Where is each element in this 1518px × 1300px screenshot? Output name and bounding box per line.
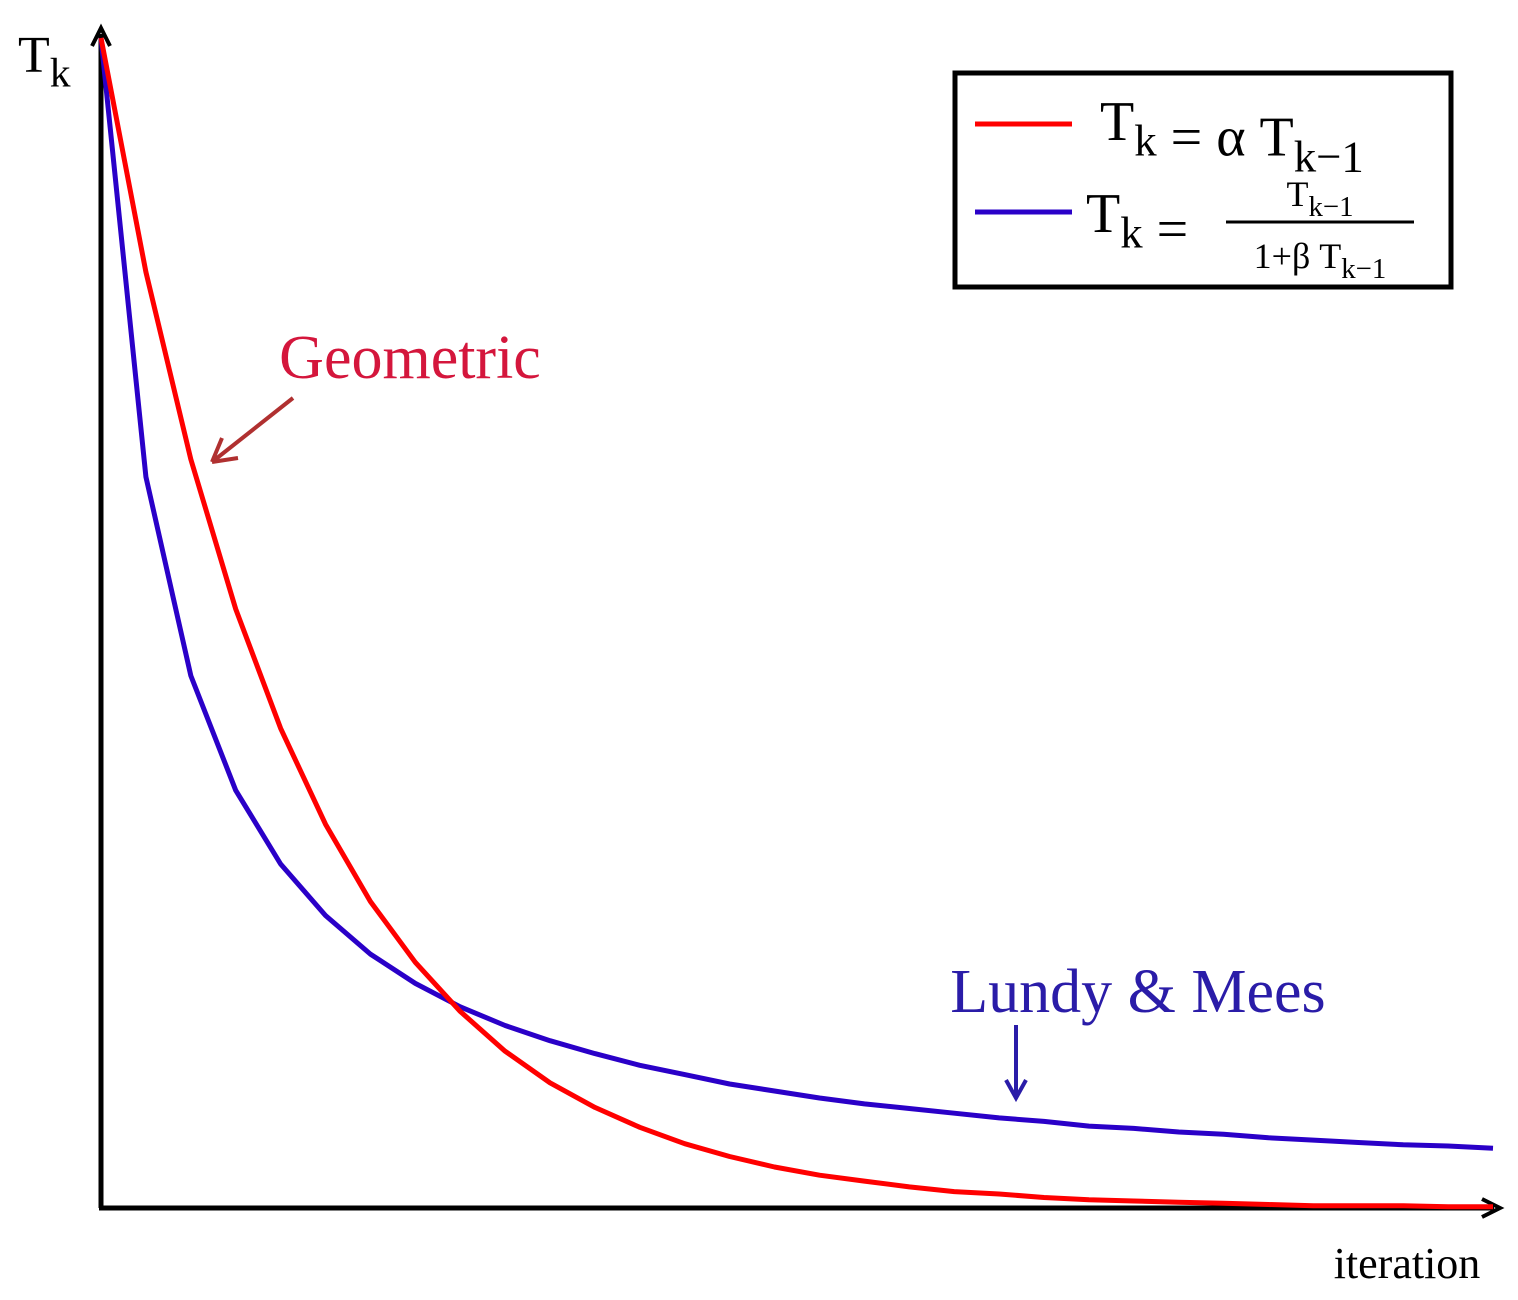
series-line [98,37,1494,1151]
y-axis-label: Tk [18,27,71,96]
legend-label: Tk = α Tk−1 [1100,91,1364,181]
annotation: Geometric [279,324,541,392]
lundy-arrow [1004,1025,1028,1103]
legend-label: 1+β Tk−1 [1254,236,1387,285]
x-axis-arrow [1481,1197,1505,1219]
legend-box [952,70,1454,290]
legend-label: Tk−1 [1286,174,1353,223]
annotation: Lundy & Mees [950,958,1325,1026]
series-line [98,37,1493,1210]
legend-label: Tk = [1086,183,1188,261]
geometric-arrow [210,396,295,464]
y-axis-arrow [90,23,112,47]
x-axis-label: iteration [1334,1239,1481,1288]
